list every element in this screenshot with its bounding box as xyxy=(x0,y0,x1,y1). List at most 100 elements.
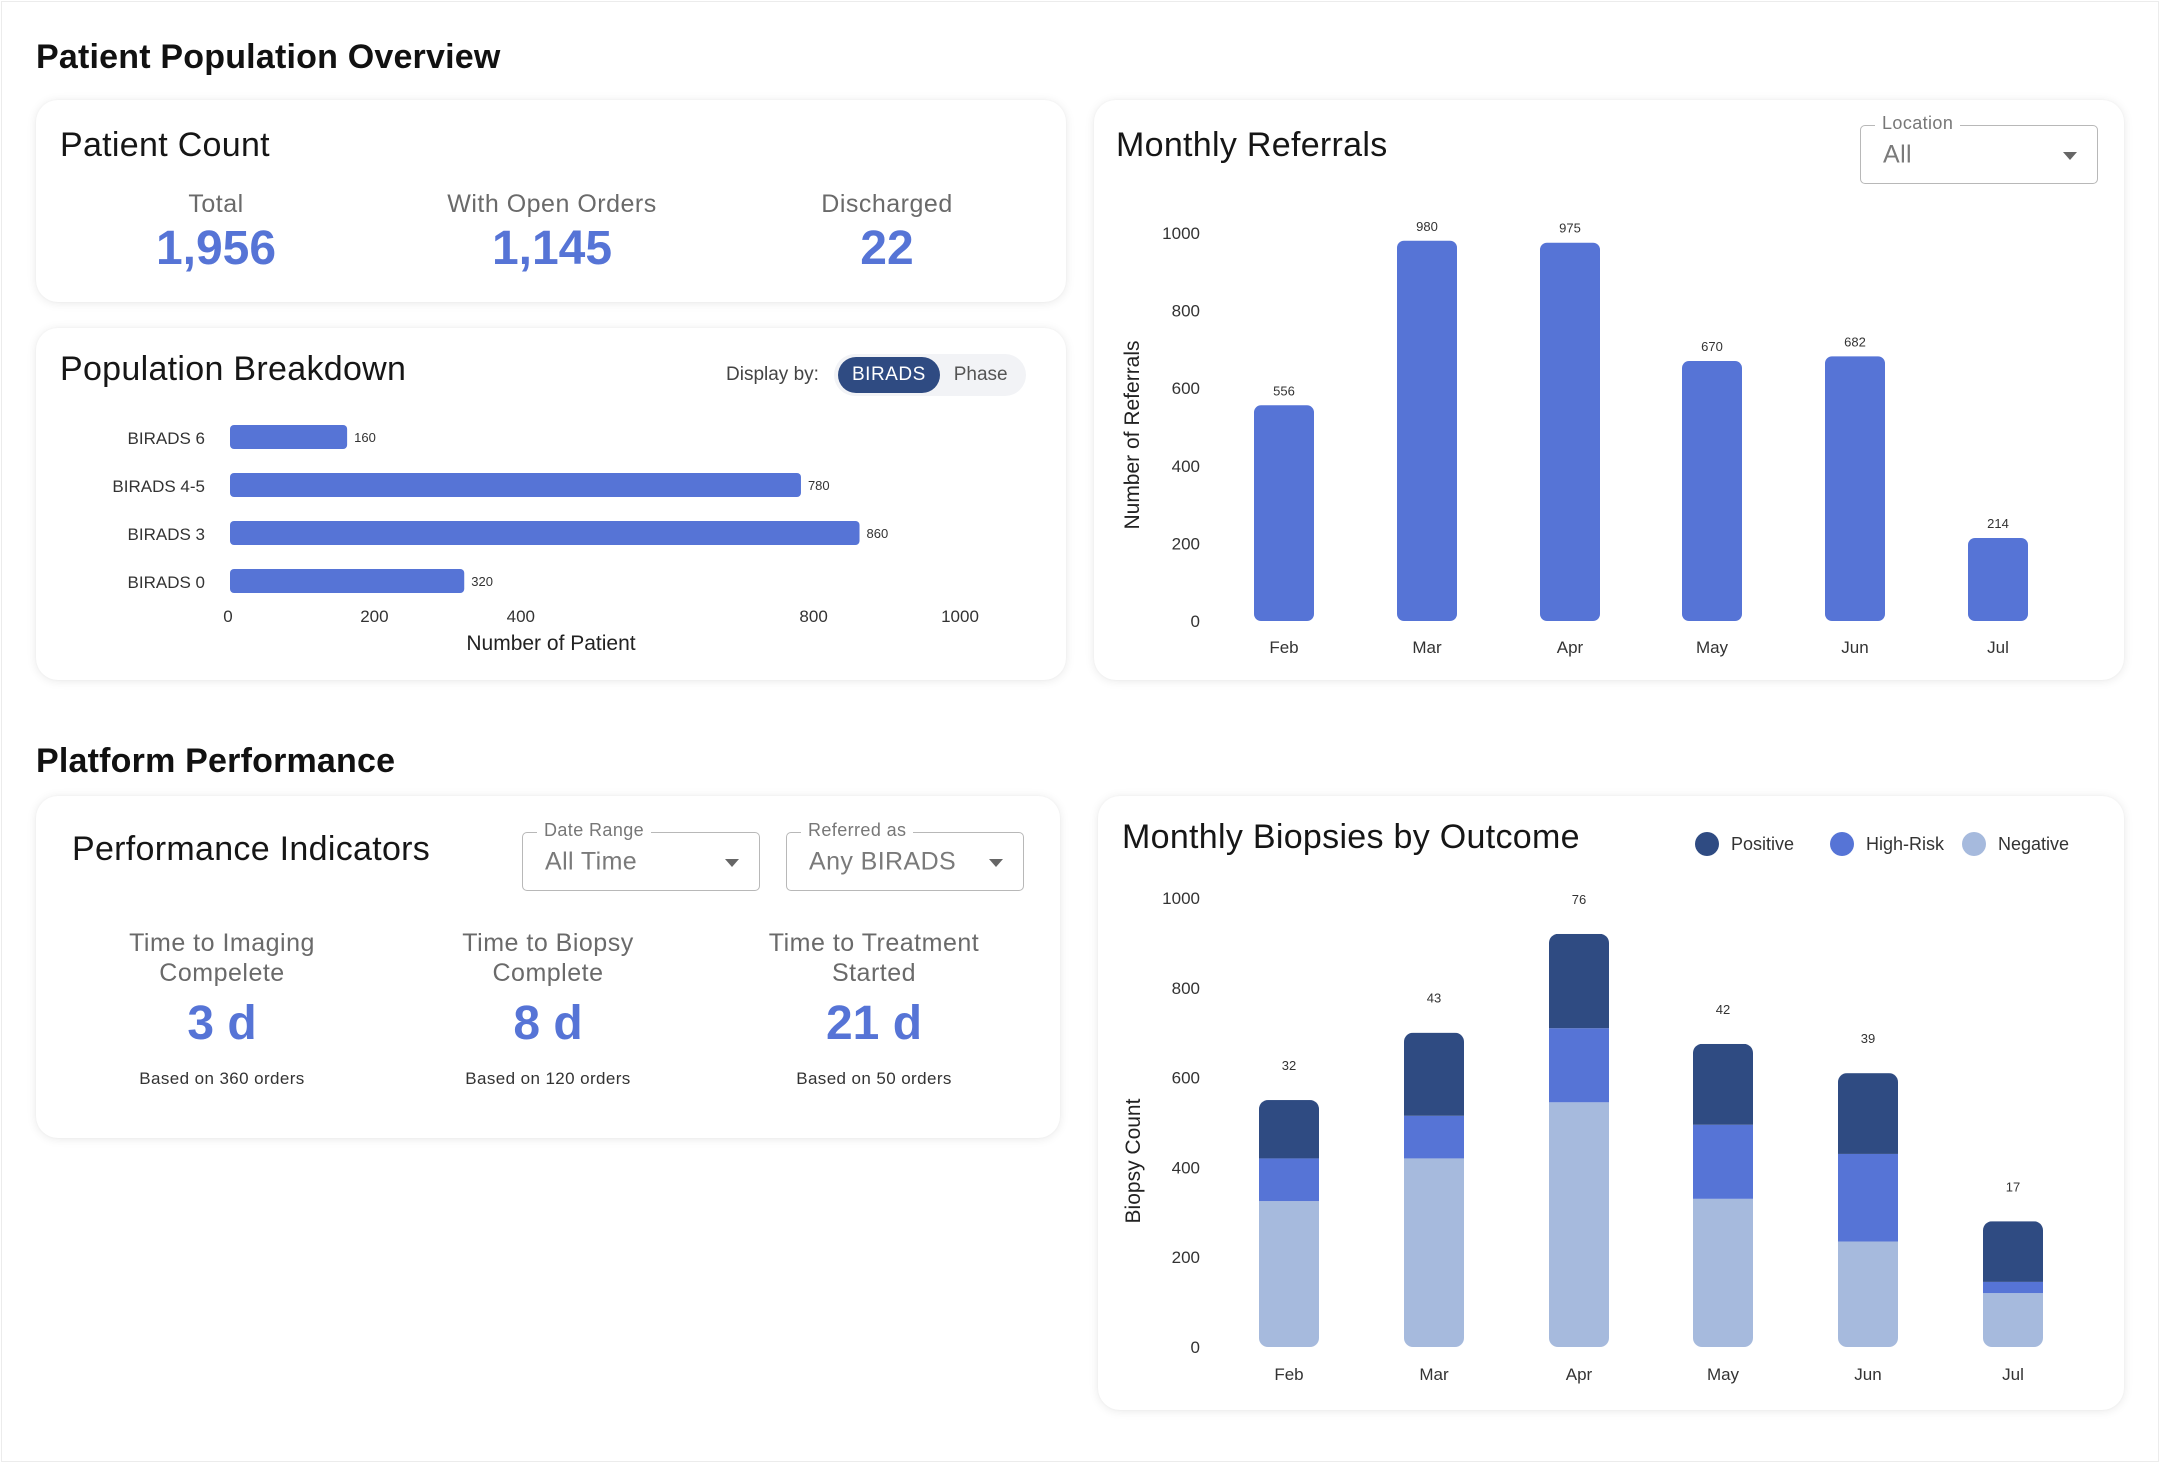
x-tick-label: May xyxy=(1707,1365,1740,1384)
date-range-select[interactable]: Date Range All Time xyxy=(522,820,760,891)
x-tick-label: May xyxy=(1696,638,1729,657)
x-tick-label: Jun xyxy=(1841,638,1868,657)
data-label: 160 xyxy=(354,430,376,445)
y-tick-label: BIRADS 6 xyxy=(128,429,205,448)
kpi-time-to-imaging: Time to Imaging Compelete 3 d Based on 3… xyxy=(62,928,382,1089)
bar xyxy=(1540,242,1600,621)
legend-swatch-negative xyxy=(1962,832,1986,856)
location-select-value: All xyxy=(1883,140,1912,168)
data-label: 682 xyxy=(1844,334,1866,349)
performance-card: Performance Indicators Date Range All Ti… xyxy=(36,796,1060,1138)
kpi-label-line2: Compelete xyxy=(159,959,285,987)
y-tick-label: 1000 xyxy=(1162,889,1200,908)
display-by-toggle: BIRADS Phase xyxy=(834,354,1026,396)
legend-swatch-positive xyxy=(1695,832,1719,856)
data-label: 17 xyxy=(2006,1179,2020,1194)
x-tick-label: Feb xyxy=(1269,638,1298,657)
bar xyxy=(1397,240,1457,621)
toggle-phase[interactable]: Phase xyxy=(953,364,1008,385)
data-label: 980 xyxy=(1416,219,1438,234)
chevron-down-icon xyxy=(2063,151,2077,160)
data-label: 975 xyxy=(1559,221,1581,236)
stat-total-value: 1,956 xyxy=(155,222,277,275)
bar-segment-high-risk xyxy=(1259,1158,1319,1202)
kpi-label-line1: Time to Imaging xyxy=(129,929,315,957)
display-by-label: Display by: xyxy=(726,364,819,385)
x-tick-label: Jul xyxy=(1987,638,2009,657)
y-tick-label: 400 xyxy=(1172,457,1200,476)
x-tick-label: Jun xyxy=(1854,1365,1881,1384)
bar-segment-negative xyxy=(1259,1201,1319,1347)
x-tick-label: Apr xyxy=(1557,638,1584,657)
kpi-label-line2: Started xyxy=(831,959,917,987)
bar xyxy=(230,569,465,593)
legend-swatch-high-risk xyxy=(1830,832,1854,856)
y-tick-label: BIRADS 4-5 xyxy=(112,477,205,496)
performance-title: Performance Indicators xyxy=(72,830,431,868)
data-label: 42 xyxy=(1716,1002,1730,1017)
y-tick-label: BIRADS 0 xyxy=(128,573,205,592)
population-breakdown-title: Population Breakdown xyxy=(60,350,407,388)
bar xyxy=(230,425,348,449)
x-tick-label: 400 xyxy=(507,607,535,626)
toggle-birads[interactable]: BIRADS xyxy=(838,357,940,393)
x-tick-label: Mar xyxy=(1412,638,1442,657)
x-axis-label: Number of Patient xyxy=(466,632,635,655)
y-tick-label: 600 xyxy=(1172,1069,1200,1088)
x-tick-label: 200 xyxy=(360,607,388,626)
referrals-chart: 0 200 400 600 800 1000 556 Feb 980 Mar 975 Apr 670 Ma… xyxy=(1121,219,2028,657)
stat-total-label: Total xyxy=(188,190,244,218)
data-label: 670 xyxy=(1701,339,1723,354)
kpi-time-to-biopsy: Time to Biopsy Complete 8 d Based on 120… xyxy=(388,928,708,1089)
monthly-referrals-card: Monthly Referrals Location All 0 200 400 60… xyxy=(1094,100,2124,680)
bar-segment-negative xyxy=(1693,1198,1753,1347)
location-select-legend: Location xyxy=(1875,113,1961,134)
location-select[interactable]: Location All xyxy=(1860,113,2098,184)
y-axis-label: Number of Referrals xyxy=(1121,340,1144,529)
x-tick-label: 800 xyxy=(799,607,827,626)
monthly-referrals-title: Monthly Referrals xyxy=(1116,126,1388,164)
date-range-legend: Date Range xyxy=(537,820,652,841)
data-label: 556 xyxy=(1273,383,1295,398)
bar-segment-negative xyxy=(1983,1293,2043,1347)
data-label: 39 xyxy=(1861,1031,1875,1046)
y-tick-label: 800 xyxy=(1172,979,1200,998)
bar-segment-negative xyxy=(1838,1241,1898,1347)
biopsies-card: Monthly Biopsies by Outcome 0 200 400 600 80… xyxy=(1098,796,2124,1410)
stat-total: Total 1,956 xyxy=(56,190,376,276)
x-tick-label: Mar xyxy=(1419,1365,1449,1384)
stat-discharged-label: Discharged xyxy=(821,190,953,218)
data-label: 76 xyxy=(1572,892,1586,907)
biopsies-chart: 0 200 400 600 800 1000 32 Feb 43 Mar 76 Apr 42 May 39 J… xyxy=(1122,832,2069,1384)
y-tick-label: BIRADS 3 xyxy=(128,525,205,544)
kpi-time-to-treatment: Time to Treatment Started 21 d Based on … xyxy=(714,928,1034,1089)
bar xyxy=(1968,537,2028,621)
referred-as-select[interactable]: Referred as Any BIRADS xyxy=(786,820,1024,891)
stat-open-orders-label: With Open Orders xyxy=(447,190,657,218)
patient-count-title: Patient Count xyxy=(60,126,270,164)
bar-segment-high-risk xyxy=(1838,1153,1898,1242)
data-label: 32 xyxy=(1282,1058,1296,1073)
bar-segment-positive xyxy=(1983,1221,2043,1282)
bar xyxy=(230,473,801,497)
kpi-label-line1: Time to Biopsy xyxy=(462,929,634,957)
y-axis-label: Biopsy Count xyxy=(1122,1098,1145,1223)
kpi-value: 3 d xyxy=(187,997,257,1050)
bar-segment-negative xyxy=(1549,1102,1609,1347)
patient-count-card: Patient Count Total 1,956 With Open Orde… xyxy=(36,100,1066,302)
bar-segment-positive xyxy=(1838,1073,1898,1154)
chevron-down-icon xyxy=(989,858,1003,867)
y-tick-label: 200 xyxy=(1172,1248,1200,1267)
legend-label: High-Risk xyxy=(1866,834,1945,854)
data-label: 43 xyxy=(1427,991,1441,1006)
y-tick-label: 200 xyxy=(1172,534,1200,553)
x-tick-label: 1000 xyxy=(941,607,979,626)
x-tick-label: 0 xyxy=(223,607,232,626)
bar-segment-positive xyxy=(1404,1032,1464,1116)
kpi-value: 8 d xyxy=(513,997,583,1050)
data-label: 320 xyxy=(471,574,493,589)
kpi-sub: Based on 120 orders xyxy=(465,1069,631,1088)
y-tick-label: 800 xyxy=(1172,302,1200,321)
bar-segment-high-risk xyxy=(1549,1028,1609,1103)
referred-as-legend: Referred as xyxy=(801,820,914,841)
